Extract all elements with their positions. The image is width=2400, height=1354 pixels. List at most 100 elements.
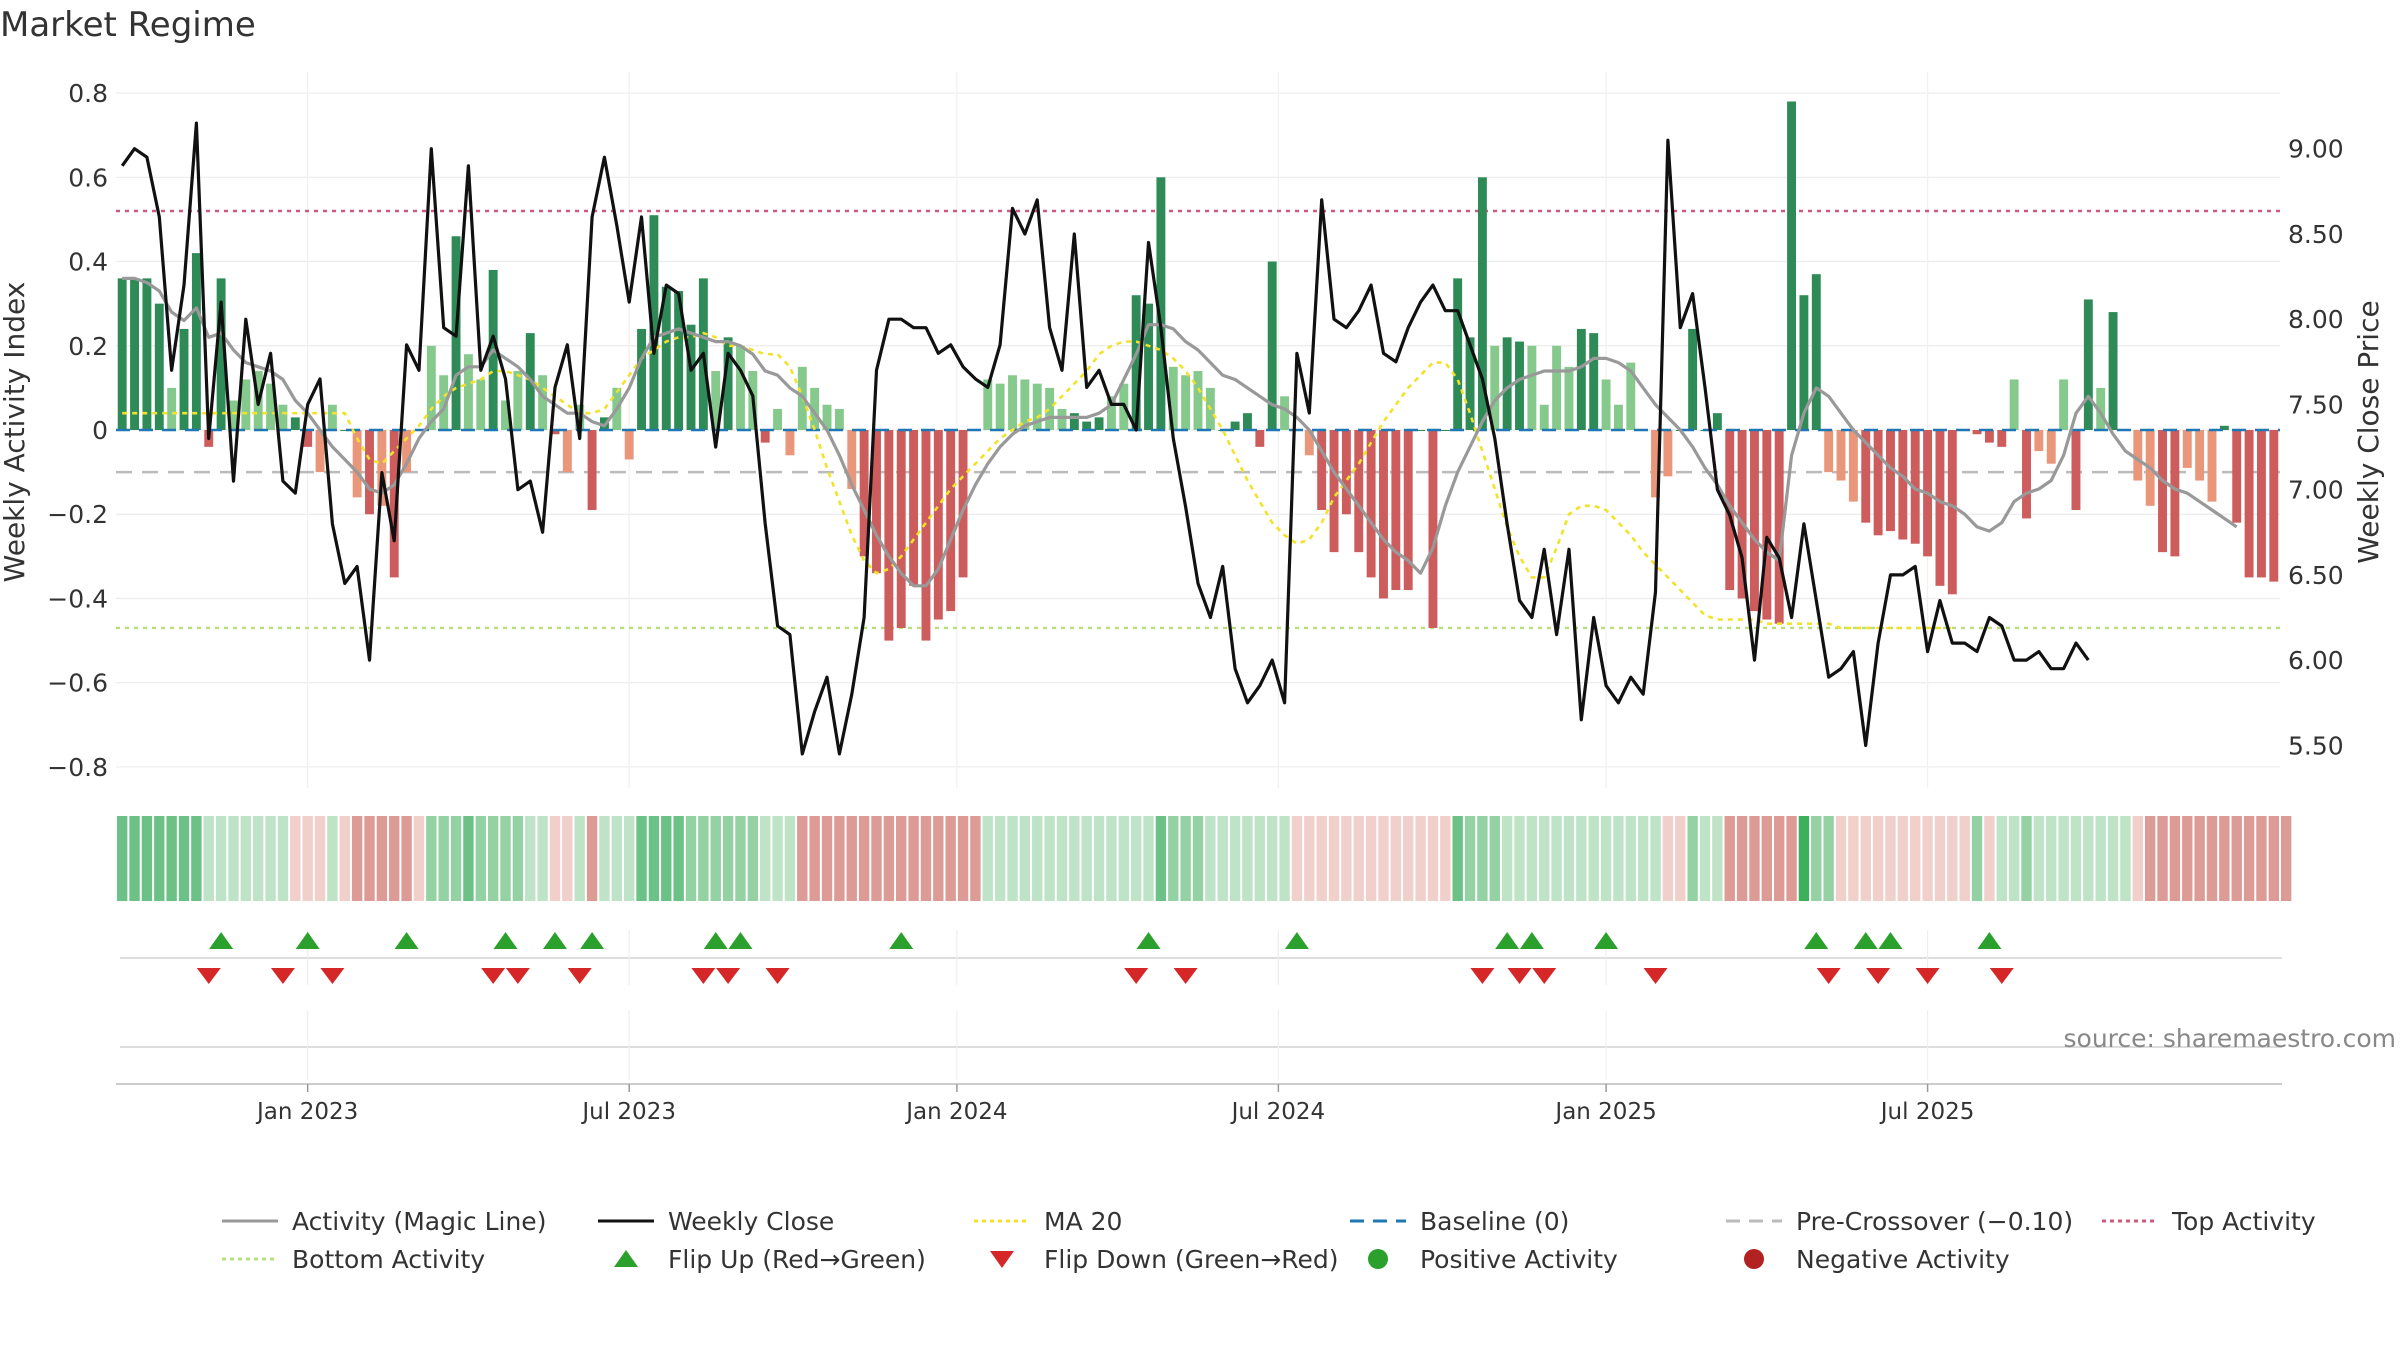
regime-strip-cell bbox=[1254, 816, 1266, 901]
regime-strip-cell bbox=[438, 816, 449, 901]
regime-strip-cell bbox=[1675, 816, 1686, 901]
legend-label: Flip Down (Green→Red) bbox=[1044, 1245, 1339, 1274]
y-left-tick-label: −0.8 bbox=[47, 753, 108, 782]
activity-bar bbox=[810, 387, 820, 430]
regime-strip-cell bbox=[2107, 816, 2119, 901]
activity-bar bbox=[785, 430, 795, 456]
activity-bar bbox=[290, 417, 300, 430]
activity-bar bbox=[142, 278, 152, 430]
regime-strip-cell bbox=[1304, 816, 1315, 901]
regime-strip-cell bbox=[1205, 816, 1216, 901]
activity-bar bbox=[649, 215, 659, 430]
regime-strip-cell bbox=[2144, 816, 2156, 901]
activity-bar bbox=[352, 430, 362, 498]
activity-bar bbox=[1972, 430, 1982, 435]
activity-bar bbox=[1663, 430, 1673, 477]
activity-bar bbox=[1613, 404, 1623, 430]
regime-strip-cell bbox=[1576, 816, 1587, 901]
y-right-axis-label: Weekly Close Price bbox=[2352, 300, 2385, 563]
flip-up-marker bbox=[209, 932, 234, 949]
regime-strip-cell bbox=[1403, 816, 1414, 901]
regime-strip-cell bbox=[883, 816, 895, 901]
regime-strip-cell bbox=[1093, 816, 1105, 901]
regime-strip-cell bbox=[1637, 816, 1649, 901]
activity-bar bbox=[216, 278, 226, 430]
activity-bar bbox=[2244, 430, 2254, 578]
activity-bar bbox=[1255, 430, 1265, 447]
activity-bar bbox=[2108, 312, 2118, 430]
activity-bar bbox=[2256, 430, 2266, 578]
activity-bar bbox=[884, 430, 894, 641]
legend-swatch bbox=[614, 1250, 638, 1267]
activity-bar bbox=[1045, 387, 1055, 430]
regime-strip-cell bbox=[1267, 816, 1278, 901]
activity-bar bbox=[154, 303, 164, 430]
regime-strip-cell bbox=[1279, 816, 1290, 901]
regime-strip-cell bbox=[215, 816, 227, 901]
regime-strip-cell bbox=[1650, 816, 1661, 901]
regime-strip-cell bbox=[871, 816, 882, 901]
activity-bar bbox=[2034, 430, 2044, 452]
activity-bar bbox=[760, 430, 770, 443]
regime-strip-cell bbox=[2021, 816, 2032, 901]
regime-strip-cell bbox=[1452, 816, 1463, 901]
flip-up-marker bbox=[703, 932, 728, 949]
activity-bar bbox=[1984, 430, 1994, 443]
regime-strip-cell bbox=[1600, 816, 1612, 901]
y-right-tick-label: 6.00 bbox=[2288, 646, 2344, 675]
flip-down-marker bbox=[765, 968, 790, 984]
regime-strip-cell bbox=[2280, 816, 2292, 901]
regime-strip-cell bbox=[1056, 816, 1068, 901]
regime-strip-cell bbox=[1007, 816, 1018, 901]
activity-bar bbox=[1379, 430, 1388, 599]
activity-bar bbox=[476, 379, 486, 430]
regime-strip-cell bbox=[364, 816, 375, 901]
activity-bar bbox=[550, 430, 560, 435]
flip-up-marker bbox=[1284, 932, 1309, 949]
regime-strip-cell bbox=[809, 816, 820, 901]
activity-bar bbox=[2158, 430, 2167, 553]
activity-bar bbox=[1069, 413, 1079, 430]
flip-down-marker bbox=[320, 968, 345, 984]
activity-bar bbox=[674, 291, 684, 430]
regime-strip-cell bbox=[2169, 816, 2181, 901]
regime-strip-cell bbox=[339, 816, 350, 901]
flip-down-marker bbox=[1816, 968, 1841, 984]
activity-bar bbox=[995, 383, 1005, 430]
regime-strip-cell bbox=[1625, 816, 1636, 901]
regime-strip-cell bbox=[586, 816, 598, 901]
activity-bar bbox=[587, 430, 597, 511]
regime-strip-cell bbox=[426, 816, 437, 901]
activity-bar bbox=[736, 345, 745, 430]
activity-bar bbox=[402, 430, 412, 473]
activity-bar bbox=[1329, 430, 1339, 553]
activity-bar bbox=[389, 430, 399, 578]
regime-strip-cell bbox=[1526, 816, 1538, 901]
activity-bar bbox=[686, 324, 696, 430]
legend-label: Bottom Activity bbox=[292, 1245, 485, 1274]
y-right-tick-label: 7.00 bbox=[2288, 476, 2344, 505]
activity-bars bbox=[116, 101, 2280, 641]
regime-strip-cell bbox=[1032, 816, 1043, 901]
activity-bar bbox=[1836, 430, 1846, 481]
regime-strip-cell bbox=[1229, 816, 1241, 901]
regime-strip-cell bbox=[1934, 816, 1946, 901]
regime-strip-cell bbox=[821, 816, 833, 901]
regime-strip-cell bbox=[673, 816, 684, 901]
activity-bar bbox=[2096, 387, 2106, 430]
regime-strip-cell bbox=[487, 816, 499, 901]
regime-strip-cell bbox=[1365, 816, 1377, 901]
y-left-tick-label: −0.2 bbox=[47, 500, 108, 529]
regime-strip-cell bbox=[636, 816, 647, 901]
regime-strip-cell bbox=[1217, 816, 1228, 901]
flip-up-marker bbox=[889, 932, 914, 949]
activity-bar bbox=[1737, 430, 1747, 599]
regime-strip-cell bbox=[166, 816, 177, 901]
y-right-tick-label: 9.00 bbox=[2288, 135, 2344, 164]
regime-strip-cell bbox=[1761, 816, 1773, 901]
regime-strip-cell bbox=[277, 816, 289, 901]
activity-bar bbox=[2269, 430, 2279, 582]
regime-strip-cell bbox=[129, 816, 140, 901]
activity-bar bbox=[1886, 430, 1895, 532]
